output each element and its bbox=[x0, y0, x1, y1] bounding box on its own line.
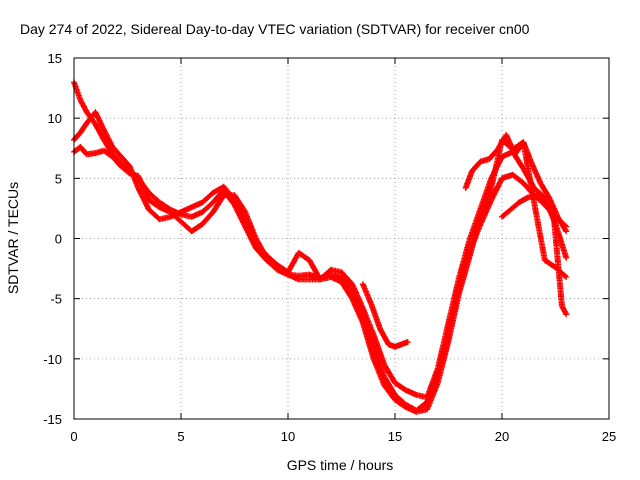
series-track-d bbox=[499, 192, 570, 318]
y-tick-label: 0 bbox=[55, 232, 62, 247]
x-axis-label: GPS time / hours bbox=[287, 457, 394, 473]
x-tick-label: 25 bbox=[602, 429, 616, 444]
x-tick-label: 15 bbox=[388, 429, 402, 444]
axes: 0 5 10 15 20 25 -15 -10 -5 0 5 10 15 bbox=[43, 51, 616, 444]
x-tick-label: 20 bbox=[495, 429, 509, 444]
grid bbox=[74, 58, 609, 419]
series-track-a bbox=[71, 79, 570, 414]
data-points-path bbox=[499, 192, 570, 318]
chart-title: Day 274 of 2022, Sidereal Day-to-day VTE… bbox=[20, 21, 530, 37]
y-tick-label: 15 bbox=[48, 51, 62, 66]
y-tick-label: -5 bbox=[50, 292, 62, 307]
data-points-path bbox=[359, 281, 411, 350]
series-track-f bbox=[359, 281, 411, 350]
data-points bbox=[71, 79, 570, 415]
series-track-e bbox=[462, 132, 570, 235]
x-tick-label: 10 bbox=[281, 429, 295, 444]
data-points-path bbox=[462, 132, 570, 235]
x-tick-label: 0 bbox=[70, 429, 77, 444]
y-tick-label: -10 bbox=[43, 352, 62, 367]
x-tick-label: 5 bbox=[177, 429, 184, 444]
y-axis-label: SDTVAR / TECUs bbox=[5, 182, 21, 294]
y-tick-label: -15 bbox=[43, 412, 62, 427]
y-tick-label: 5 bbox=[55, 171, 62, 186]
y-tick-label: 10 bbox=[48, 111, 62, 126]
data-points-path bbox=[71, 79, 570, 414]
